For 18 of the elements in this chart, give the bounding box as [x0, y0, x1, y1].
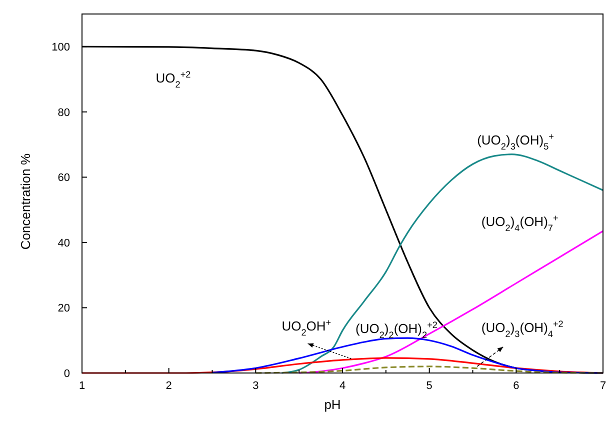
y-tick-label: 20 — [58, 302, 70, 315]
y-tick-label: 100 — [52, 42, 70, 54]
x-tick-label: 3 — [252, 380, 259, 392]
x-tick-label: 4 — [339, 380, 346, 392]
x-tick-label: 2 — [166, 380, 172, 392]
y-axis-title: Concentration % — [18, 153, 33, 250]
y-tick-label: 40 — [58, 237, 70, 250]
line-series — [254, 366, 604, 374]
series-label: UO$_{2}$OH$^{+}$ — [282, 318, 332, 338]
line-series — [280, 154, 604, 374]
y-tick-label: 60 — [58, 172, 70, 184]
y-tick-label: 0 — [64, 368, 70, 380]
x-tick-label: 5 — [426, 380, 432, 392]
x-tick-label: 7 — [600, 380, 606, 392]
y-tick-label: 80 — [58, 106, 70, 119]
x-axis-title: pH — [324, 397, 341, 412]
x-tick-label: 6 — [513, 380, 520, 392]
x-tick-label: 1 — [78, 380, 86, 392]
